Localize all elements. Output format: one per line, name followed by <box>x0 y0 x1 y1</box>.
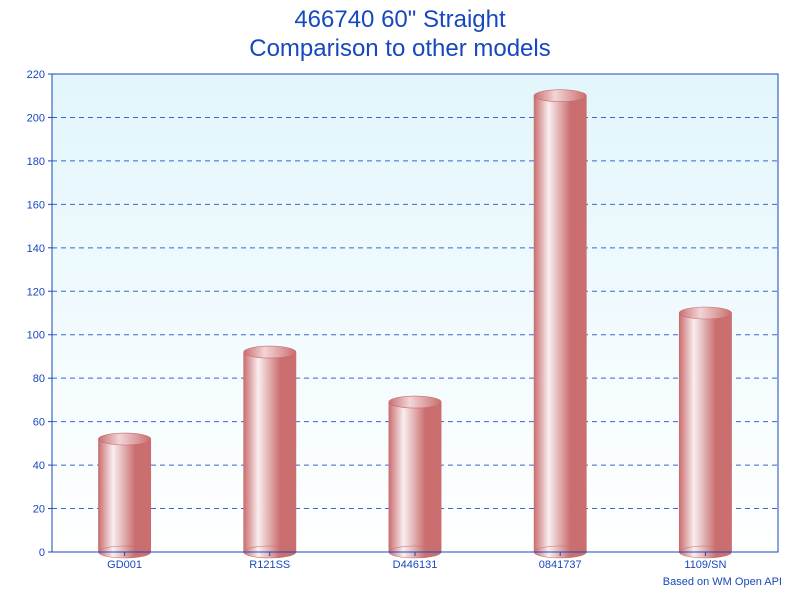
svg-text:60: 60 <box>33 417 45 429</box>
svg-text:120: 120 <box>27 286 45 298</box>
bar-chart: 0 20 40 60 80 100 120 140 160 180 200 220 GD001 R121S… <box>12 70 788 588</box>
svg-text:20: 20 <box>33 504 45 516</box>
title-line1: 466740 60" Straight <box>0 6 800 35</box>
svg-text:0: 0 <box>39 547 45 559</box>
svg-text:140: 140 <box>27 243 45 255</box>
svg-text:160: 160 <box>27 199 45 211</box>
svg-text:40: 40 <box>33 460 45 472</box>
title-line2: Comparison to other models <box>0 35 800 64</box>
svg-text:80: 80 <box>33 373 45 385</box>
svg-text:1109/SN: 1109/SN <box>684 559 726 571</box>
svg-text:GD001: GD001 <box>107 559 142 571</box>
svg-text:D446131: D446131 <box>393 559 438 571</box>
svg-text:0841737: 0841737 <box>539 559 582 571</box>
attribution-text: Based on WM Open API <box>663 576 782 588</box>
svg-text:180: 180 <box>27 156 45 168</box>
svg-text:220: 220 <box>27 70 45 81</box>
svg-text:100: 100 <box>27 330 45 342</box>
svg-text:R121SS: R121SS <box>249 559 290 571</box>
chart-title: 466740 60" Straight Comparison to other … <box>0 0 800 64</box>
chart-container: 0 20 40 60 80 100 120 140 160 180 200 220 GD001 R121S… <box>12 70 788 588</box>
svg-text:200: 200 <box>27 112 45 124</box>
